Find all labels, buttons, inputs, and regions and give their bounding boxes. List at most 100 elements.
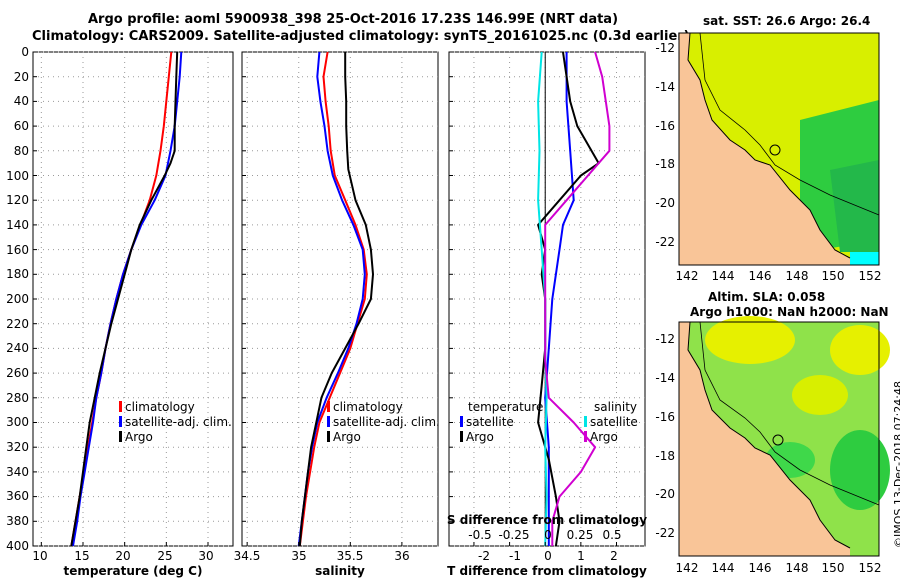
temperature-legend-argo: Argo xyxy=(125,430,153,444)
diff-xtick-1: 1 xyxy=(577,549,585,563)
legend-swatch-s-satellite xyxy=(584,416,587,427)
temp-xtick-30: 30 xyxy=(198,549,213,563)
ytick-label-400: 400 xyxy=(6,539,29,553)
legend-t-argo: Argo xyxy=(466,430,494,444)
legend-swatch-t-argo xyxy=(460,431,463,442)
legend-temperature-header: temperature xyxy=(468,400,543,414)
sst-frame xyxy=(678,32,880,266)
salinity-legend: climatology satellite-adj. clim. Argo xyxy=(327,400,440,444)
legend-salinity-header: salinity xyxy=(594,400,637,414)
sst-land xyxy=(679,33,850,265)
sla-map-title-2: Argo h1000: NaN h2000: NaN xyxy=(690,305,889,319)
sla-xtick-150: 150 xyxy=(822,561,845,575)
legend-swatch-s-argo xyxy=(584,431,587,442)
sst-ytick-12: -12 xyxy=(655,41,675,55)
sst-ytick-20: -20 xyxy=(655,196,675,210)
sst-xtick-150: 150 xyxy=(822,269,845,283)
sla-ytick-14: -14 xyxy=(655,371,675,385)
ytick-label-280: 280 xyxy=(6,391,29,405)
legend-s-argo: Argo xyxy=(590,430,618,444)
sla-coast xyxy=(687,321,851,549)
sdiff-xtick--0.5: -0.5 xyxy=(468,528,491,542)
legend-swatch-climatology xyxy=(119,401,122,412)
sst-isobath xyxy=(699,32,880,216)
sal-xtick-34.5: 34.5 xyxy=(234,549,261,563)
temp-xtick-25: 25 xyxy=(157,549,172,563)
temperature-legend-climatology: climatology xyxy=(125,400,195,414)
sla-argo-marker xyxy=(772,434,784,446)
sla-isobath xyxy=(699,321,880,506)
sst-ytick-14: -14 xyxy=(655,80,675,94)
sla-xtick-152: 152 xyxy=(859,561,882,575)
ytick-label-20: 20 xyxy=(14,70,29,84)
ytick-label-140: 140 xyxy=(6,218,29,232)
ytick-label-360: 360 xyxy=(6,489,29,503)
ytick-label-80: 80 xyxy=(14,144,29,158)
sla-map-title-1: Altim. SLA: 0.058 xyxy=(708,290,826,304)
ytick-label-220: 220 xyxy=(6,317,29,331)
legend-t-satellite: satellite xyxy=(466,415,514,429)
sst-map xyxy=(678,32,880,266)
temp-xtick-10: 10 xyxy=(32,549,47,563)
sal-xtick-35: 35 xyxy=(291,549,306,563)
ytick-label-340: 340 xyxy=(6,465,29,479)
ytick-label-380: 380 xyxy=(6,514,29,528)
temperature-legend-satellite: satellite-adj. clim. xyxy=(125,415,232,429)
ytick-label-100: 100 xyxy=(6,169,29,183)
salinity-frame xyxy=(241,51,439,547)
temperature-panel: temperature (deg C) climatology satellit… xyxy=(32,51,234,578)
salinity-panel: salinity climatology satellite-adj. clim… xyxy=(241,51,440,578)
difference-xlabel: T difference from climatology xyxy=(447,564,647,578)
diff-series-t-satellite xyxy=(544,52,575,546)
sla-frame xyxy=(678,321,880,557)
sal-series-climatology xyxy=(298,51,368,547)
difference-xlabel-top: S difference from climatology xyxy=(447,513,647,527)
sal-series-argo xyxy=(298,52,374,547)
legend-s-satellite: satellite xyxy=(590,415,638,429)
ytick-label-320: 320 xyxy=(6,440,29,454)
sal-xtick-35.5: 35.5 xyxy=(337,549,364,563)
ytick-label-0: 0 xyxy=(21,45,29,59)
sla-ytick-18: -18 xyxy=(655,449,675,463)
sst-map-title: sat. SST: 26.6 Argo: 26.4 xyxy=(703,14,871,28)
sla-xtick-142: 142 xyxy=(676,561,699,575)
sst-xtick-152: 152 xyxy=(859,269,882,283)
sdiff-xtick-0.5: 0.5 xyxy=(602,528,621,542)
temp-xtick-15: 15 xyxy=(74,549,89,563)
sst-ytick-22: -22 xyxy=(655,235,675,249)
ytick-label-240: 240 xyxy=(6,341,29,355)
temp-xtick-20: 20 xyxy=(115,549,130,563)
ytick-label-180: 180 xyxy=(6,267,29,281)
sdiff-xtick-0.25: 0.25 xyxy=(567,528,594,542)
sst-ytick-16: -16 xyxy=(655,119,675,133)
ytick-label-300: 300 xyxy=(6,415,29,429)
salinity-xlabel: salinity xyxy=(315,564,365,578)
legend-swatch-satellite-s xyxy=(327,416,330,427)
sst-sea-green-2 xyxy=(830,160,879,252)
legend-swatch-climatology-s xyxy=(327,401,330,412)
legend-swatch-t-satellite xyxy=(460,416,463,427)
diff-xtick-0: 0 xyxy=(544,549,552,563)
sla-ytick-12: -12 xyxy=(655,332,675,346)
ytick-label-160: 160 xyxy=(6,243,29,257)
temperature-legend: climatology satellite-adj. clim. Argo xyxy=(119,400,232,444)
sla-ytick-20: -20 xyxy=(655,487,675,501)
ytick-label-200: 200 xyxy=(6,292,29,306)
diff-xtick--1: -1 xyxy=(509,549,521,563)
ytick-label-60: 60 xyxy=(14,119,29,133)
legend-swatch-satellite xyxy=(119,416,122,427)
sdiff-xtick--0.25: -0.25 xyxy=(498,528,529,542)
sla-map xyxy=(678,316,890,557)
temp-series-satellite-adj-clim- xyxy=(72,51,183,547)
sla-ytick-22: -22 xyxy=(655,526,675,540)
salinity-legend-climatology: climatology xyxy=(333,400,403,414)
sst-cyan-patch xyxy=(850,252,879,265)
sst-xtick-144: 144 xyxy=(712,269,735,283)
difference-panel: T difference from climatology S differen… xyxy=(447,51,647,578)
difference-legend: temperature satellite Argo salinity sate… xyxy=(460,400,638,444)
sst-coast xyxy=(687,32,851,259)
salinity-legend-satellite: satellite-adj. clim. xyxy=(333,415,440,429)
ytick-label-260: 260 xyxy=(6,366,29,380)
sst-xtick-148: 148 xyxy=(786,269,809,283)
